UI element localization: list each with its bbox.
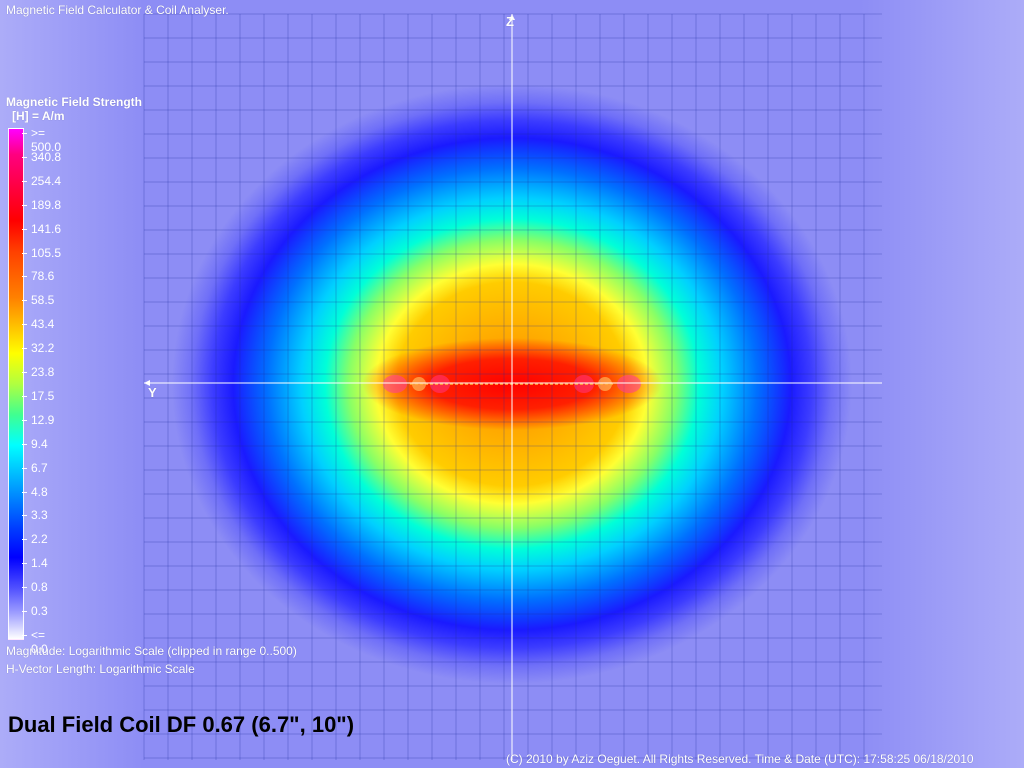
color-scale-bar xyxy=(8,128,24,640)
magnitude-scale-note: Magnitude: Logarithmic Scale (clipped in… xyxy=(6,644,297,658)
app-title: Magnetic Field Calculator & Coil Analyse… xyxy=(6,3,229,17)
y-axis-label: Y xyxy=(148,385,157,400)
copyright-footer: (C) 2010 by Aziz Oeguet. All Rights Rese… xyxy=(506,752,974,766)
coil-title: Dual Field Coil DF 0.67 (6.7", 10") xyxy=(8,712,355,737)
y-axis-arrow-icon xyxy=(144,380,150,386)
coil-hotspot xyxy=(617,375,641,393)
coil-hotspot xyxy=(412,377,426,391)
coil-hotspot xyxy=(383,375,407,393)
coil-hotspot xyxy=(574,375,594,393)
z-axis-label: Z xyxy=(506,14,514,29)
color-scale-labels: >= 500.0 340.8 254.4 189.8 141.6 105.5 78.6 58.… xyxy=(22,126,62,656)
vector-length-note: H-Vector Length: Logarithmic Scale xyxy=(6,662,195,676)
legend-title: Magnetic Field Strength xyxy=(6,95,143,109)
z-axis-arrow-icon xyxy=(509,14,515,20)
legend-unit: [H] = A/m xyxy=(12,109,65,123)
